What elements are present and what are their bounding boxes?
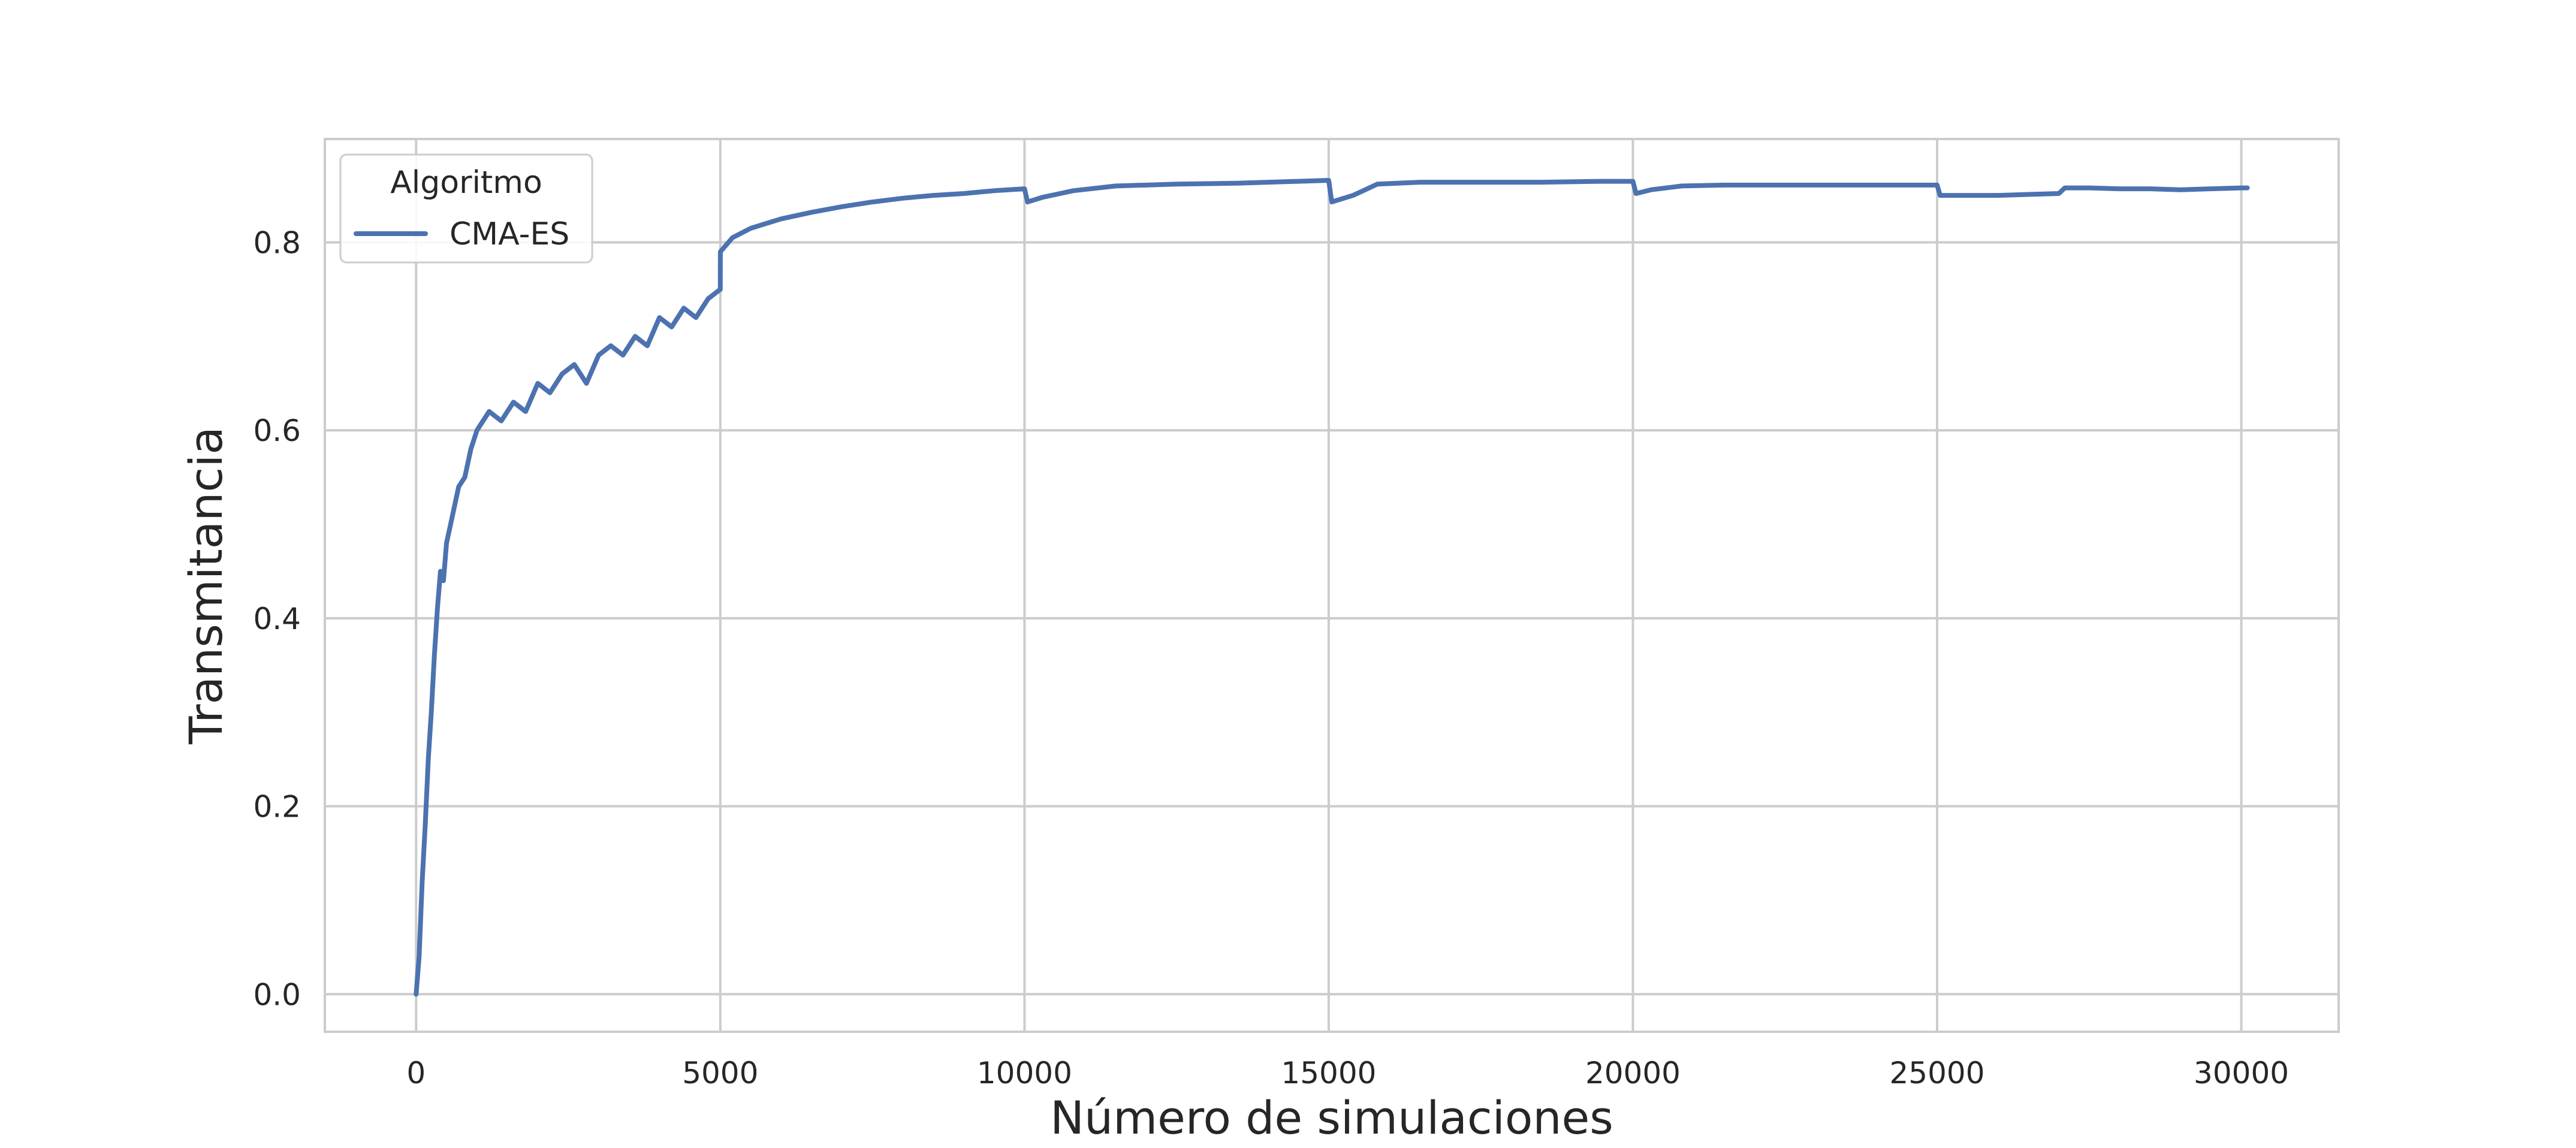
x-tick-label-5: 25000 [1889,1056,1984,1090]
x-axis-label: Número de simulaciones [1050,1091,1613,1144]
legend: Algoritmo CMA-ES [339,153,593,264]
y-tick-label-1: 0.2 [253,790,301,824]
y-tick-labels: 0.0 0.2 0.4 0.6 0.8 [253,226,301,1013]
series-line-cma-es [414,178,2250,997]
x-tick-label-4: 20000 [1585,1056,1681,1090]
x-tick-label-6: 30000 [2194,1056,2289,1090]
legend-title: Algoritmo [390,165,542,201]
y-tick-label-4: 0.8 [253,226,301,261]
y-tick-label-2: 0.4 [253,602,301,636]
x-tick-label-2: 10000 [977,1056,1072,1090]
x-tick-label-0: 0 [406,1056,426,1090]
x-tick-labels: 0 5000 10000 15000 20000 25000 30000 [406,1056,2289,1090]
legend-entry-cma-es: CMA-ES [450,216,569,252]
x-tick-label-3: 15000 [1281,1056,1376,1090]
y-tick-label-0: 0.0 [253,977,301,1012]
plot-frame [324,138,2340,1033]
y-tick-label-3: 0.6 [253,413,301,448]
grid-lines [325,139,2339,1032]
y-axis-label: Transmitancia [179,427,233,745]
x-tick-label-1: 5000 [682,1056,758,1090]
series-layer [414,178,2250,997]
